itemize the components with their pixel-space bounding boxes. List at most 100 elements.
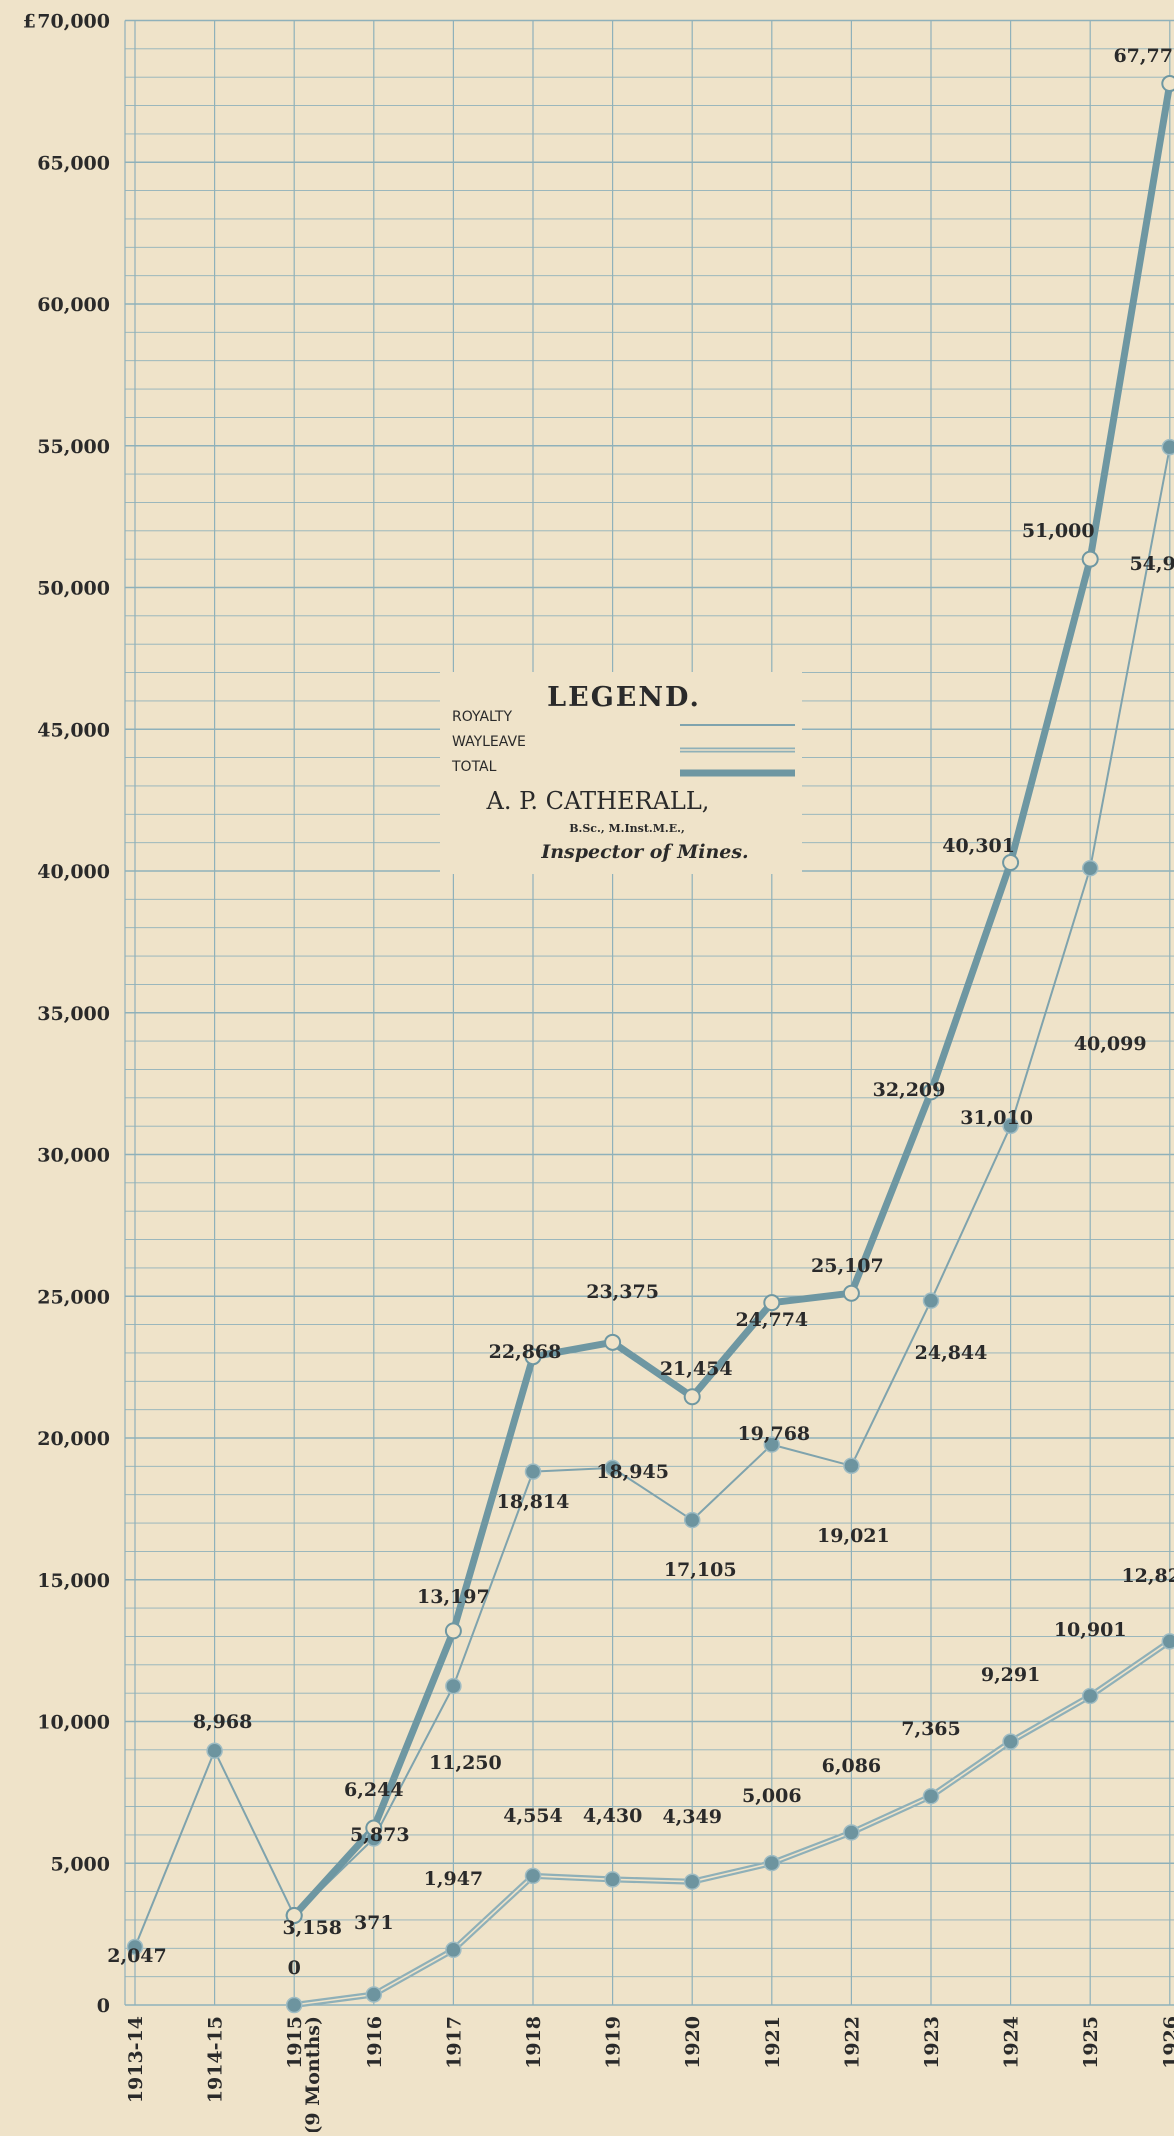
legend-title: LEGEND. — [547, 682, 701, 713]
y-tick-label: 35,000 — [37, 1003, 110, 1025]
point-royalty — [1162, 440, 1174, 455]
data-label-wayleave: 1,947 — [424, 1868, 484, 1890]
y-tick-label: 0 — [97, 1995, 110, 2017]
y-tick-label: 25,000 — [37, 1286, 110, 1308]
x-tick-label: 1918 — [523, 2016, 545, 2069]
x-tick-label: 1919 — [603, 2016, 625, 2069]
point-wayleave — [526, 1868, 541, 1883]
point-wayleave — [287, 1998, 302, 2013]
data-label-wayleave: 5,006 — [742, 1785, 802, 1807]
data-label-total: 24,774 — [735, 1309, 808, 1331]
point-total — [1003, 855, 1018, 870]
y-tick-label: 60,000 — [37, 294, 110, 316]
data-label-wayleave: 10,901 — [1054, 1619, 1127, 1641]
data-label-royalty: 54,950 — [1129, 553, 1174, 575]
x-tick-label: 1926 — [1160, 2016, 1174, 2069]
data-label-royalty: 19,021 — [817, 1525, 890, 1547]
point-total — [764, 1295, 779, 1310]
data-label-total: 21,454 — [660, 1358, 733, 1380]
x-tick-label: 1917 — [443, 2016, 465, 2069]
series-line-total — [294, 84, 1170, 1916]
data-label-royalty: 31,010 — [960, 1107, 1033, 1129]
signature-role: Inspector of Mines. — [540, 841, 748, 863]
data-label-total: 67,776 — [1113, 45, 1174, 67]
signature-name: A. P. CATHERALL, — [486, 787, 710, 815]
point-wayleave — [764, 1856, 779, 1871]
x-tick-label: 1913-14 — [125, 2016, 147, 2103]
x-tick-label: 1924 — [1001, 2016, 1023, 2069]
data-label-wayleave: 9,291 — [981, 1664, 1041, 1686]
x-tick-label: 1925 — [1080, 2016, 1102, 2069]
x-tick-label: 1923 — [921, 2016, 943, 2069]
point-royalty — [526, 1464, 541, 1479]
data-label-total: 22,868 — [489, 1341, 562, 1363]
data-label-royalty: 17,105 — [664, 1559, 737, 1581]
data-label-royalty: 8,968 — [193, 1711, 253, 1733]
y-unit-label: £ — [23, 11, 36, 33]
data-label-royalty: 40,099 — [1074, 1033, 1147, 1055]
data-label-total: 6,244 — [344, 1779, 404, 1801]
y-tick-label: 15,000 — [37, 1570, 110, 1592]
y-axis: 05,00010,00015,00020,00025,00030,00035,0… — [23, 11, 110, 2018]
x-tick-label: 1916 — [364, 2016, 386, 2069]
data-label-wayleave: 4,349 — [662, 1806, 722, 1828]
data-label-wayleave: 371 — [354, 1912, 394, 1934]
point-total — [685, 1389, 700, 1404]
point-wayleave — [1083, 1688, 1098, 1703]
y-tick-label: 45,000 — [37, 719, 110, 741]
legend: LEGEND. ROYALTY WAYLEAVE TOTAL A. P. CAT… — [440, 672, 802, 874]
point-total — [844, 1286, 859, 1301]
point-wayleave — [1162, 1634, 1174, 1649]
point-wayleave — [366, 1987, 381, 2002]
point-royalty — [924, 1293, 939, 1308]
data-label-royalty: 18,945 — [596, 1461, 669, 1483]
point-wayleave — [924, 1789, 939, 1804]
x-tick-label: 1921 — [762, 2016, 784, 2069]
data-label-total: 51,000 — [1022, 520, 1095, 542]
signature-credentials: B.Sc., M.Inst.M.E., — [569, 822, 685, 835]
point-wayleave — [1003, 1734, 1018, 1749]
y-tick-label: 20,000 — [37, 1428, 110, 1450]
y-tick-label: 70,000 — [37, 11, 110, 33]
y-tick-label: 65,000 — [37, 152, 110, 174]
x-tick-label: 1914-15 — [205, 2016, 227, 2103]
point-royalty — [446, 1679, 461, 1694]
data-label-total: 40,301 — [942, 835, 1015, 857]
y-tick-label: 5,000 — [51, 1853, 111, 1875]
point-royalty — [844, 1458, 859, 1473]
point-royalty — [1083, 861, 1098, 876]
data-label-royalty: 18,814 — [497, 1491, 570, 1513]
data-label-royalty: 19,768 — [737, 1423, 810, 1445]
data-label-royalty: 11,250 — [429, 1752, 502, 1774]
point-total — [1162, 76, 1174, 91]
point-wayleave — [844, 1825, 859, 1840]
data-label-royalty: 5,873 — [350, 1824, 410, 1846]
x-tick-label: 1922 — [841, 2016, 863, 2069]
point-wayleave — [446, 1942, 461, 1957]
y-tick-label: 50,000 — [37, 578, 110, 600]
y-tick-label: 40,000 — [37, 861, 110, 883]
point-wayleave — [605, 1872, 620, 1887]
data-label-total: 23,375 — [586, 1281, 659, 1303]
data-label-wayleave: 4,554 — [503, 1805, 563, 1827]
data-label-wayleave: 0 — [288, 1957, 301, 1979]
legend-entry-total: TOTAL — [451, 759, 497, 775]
grid — [125, 21, 1174, 2006]
y-tick-label: 10,000 — [37, 1712, 110, 1734]
point-total — [446, 1623, 461, 1638]
point-wayleave — [685, 1874, 700, 1889]
data-label-total: 25,107 — [811, 1255, 884, 1277]
data-label-wayleave: 4,430 — [583, 1805, 643, 1827]
legend-entry-wayleave: WAYLEAVE — [452, 734, 526, 750]
data-label-wayleave: 7,365 — [901, 1718, 961, 1740]
point-total — [605, 1335, 620, 1350]
data-label-wayleave: 12,826 — [1121, 1565, 1174, 1587]
data-label-wayleave: 6,086 — [822, 1755, 882, 1777]
x-tick-label: 1920 — [682, 2016, 704, 2069]
data-label-total: 13,197 — [417, 1586, 490, 1608]
data-label-royalty: 2,047 — [107, 1945, 167, 1967]
data-label-total: 32,209 — [873, 1079, 946, 1101]
point-total — [1083, 552, 1098, 567]
